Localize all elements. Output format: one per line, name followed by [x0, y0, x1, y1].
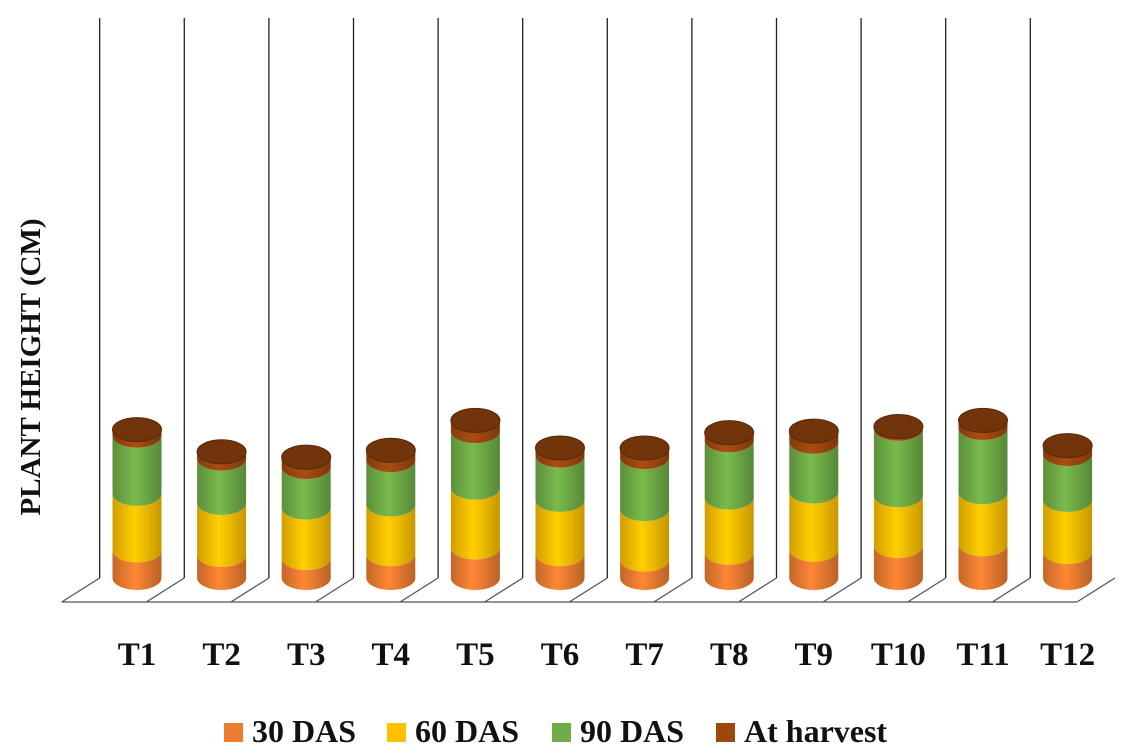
bar-cap-t3 [282, 445, 331, 469]
legend-label: 30 DAS [252, 713, 356, 749]
bar-group-t2 [197, 440, 246, 590]
x-tick-label-t1: T1 [118, 637, 157, 673]
x-tick-label-t12: T12 [1040, 637, 1095, 673]
bar-group-t11 [959, 408, 1008, 590]
x-tick-label-t8: T8 [710, 637, 749, 673]
bar-cap-t5 [451, 408, 500, 432]
x-tick-label-t11: T11 [956, 637, 1009, 673]
bar-cap-t2 [197, 440, 246, 464]
bar-group-t8 [705, 421, 754, 590]
x-tick-label-t6: T6 [541, 637, 580, 673]
x-tick-label-t2: T2 [202, 637, 241, 673]
x-tick-label-t7: T7 [625, 637, 664, 673]
bar-group-t12 [1043, 434, 1092, 590]
bar-group-t7 [620, 436, 669, 590]
bar-cap-t4 [366, 438, 415, 462]
legend-item-60-das: 60 DAS [387, 713, 519, 749]
bar-cap-t9 [789, 419, 838, 443]
bar-group-t5 [451, 408, 500, 590]
bar-group-t9 [789, 419, 838, 590]
bar-group-t10 [874, 415, 923, 590]
legend-label: 60 DAS [415, 713, 519, 749]
legend-item-at-harvest: At harvest [716, 713, 887, 749]
bar-group-t3 [282, 445, 331, 590]
bar-group-t4 [366, 438, 415, 590]
bar-group-t1 [113, 418, 162, 590]
x-tick-labels: T1 T2 T3 T4 T5 T6 T7 T8 T9 T10 T11 T12 [118, 637, 1095, 673]
legend-label: At harvest [744, 713, 887, 749]
legend-label: 90 DAS [580, 713, 684, 749]
legend-item-30-das: 30 DAS [224, 713, 356, 749]
bar-cap-t6 [536, 436, 585, 460]
x-tick-label-t9: T9 [795, 637, 834, 673]
legend: 30 DAS 60 DAS 90 DAS At harvest [224, 713, 887, 749]
bar-cap-t1 [113, 418, 162, 442]
x-tick-label-t5: T5 [456, 637, 495, 673]
x-tick-label-t3: T3 [287, 637, 326, 673]
bar-cap-t8 [705, 421, 754, 445]
legend-swatch [387, 723, 406, 742]
bar-group-t6 [536, 436, 585, 590]
bar-cap-t11 [959, 408, 1008, 432]
x-tick-label-t4: T4 [372, 637, 411, 673]
bar-cap-t10 [874, 415, 923, 439]
legend-swatch [552, 723, 571, 742]
y-axis-label: PLANT HEIGHT (CM) [15, 218, 47, 515]
bar-cap-t12 [1043, 434, 1092, 458]
legend-item-90-das: 90 DAS [552, 713, 684, 749]
legend-swatch [224, 723, 243, 742]
legend-swatch [716, 723, 735, 742]
bar-cap-t7 [620, 436, 669, 460]
x-tick-label-t10: T10 [871, 637, 926, 673]
